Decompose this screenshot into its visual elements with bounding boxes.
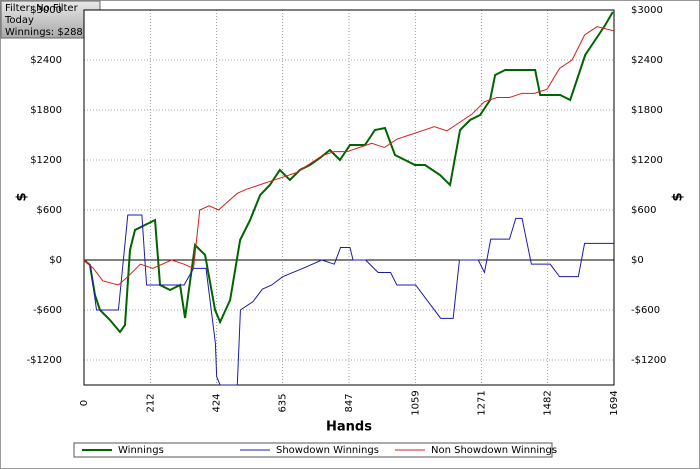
x-tick-label: 424	[212, 393, 223, 412]
legend-label: Showdown Winnings	[276, 445, 379, 456]
y-tick-label-right: $3000	[631, 5, 663, 16]
y-tick-label: $2400	[30, 55, 62, 66]
y-tick-label: $1800	[30, 105, 62, 116]
plot-border	[83, 9, 615, 386]
info-text: Filter: No Filter	[5, 3, 79, 14]
series-line	[83, 26, 615, 286]
x-tick-label: 0	[79, 400, 90, 406]
y-tick-label: -$600	[33, 305, 62, 316]
y-tick-label-right: $0	[631, 255, 644, 266]
x-tick-label: 847	[344, 393, 355, 412]
series-line	[83, 11, 614, 334]
y-tick-label-right: $2400	[631, 55, 663, 66]
x-tick-label: 1059	[410, 390, 421, 415]
x-tick-label: 1271	[477, 390, 488, 415]
y-axis-label: $	[15, 192, 30, 201]
y-tick-label-right: $600	[631, 205, 656, 216]
y-tick-label-right: $1200	[631, 155, 663, 166]
legend	[73, 442, 553, 458]
x-tick-label: 1694	[609, 390, 620, 415]
x-axis-label: Hands	[326, 420, 372, 435]
x-tick-label: 1482	[543, 390, 554, 415]
y-tick-label-right: -$1200	[631, 355, 666, 366]
y-tick-label: $0	[49, 255, 62, 266]
series-line	[83, 214, 614, 386]
y-axis-label-right: $	[671, 192, 686, 201]
y-tick-label: $3000	[30, 5, 62, 16]
y-tick-label: $600	[37, 205, 62, 216]
y-tick-label-right: $1800	[631, 105, 663, 116]
x-tick-label: 212	[145, 393, 156, 412]
y-tick-label: $1200	[30, 155, 62, 166]
info-text: Winnings: $2889.15	[5, 27, 105, 38]
y-tick-label: -$1200	[27, 355, 62, 366]
legend-label: Winnings	[118, 445, 164, 456]
legend-label: Non Showdown Winnings	[431, 445, 557, 456]
x-tick-label: 635	[278, 393, 289, 412]
y-tick-label-right: -$600	[631, 305, 660, 316]
info-text: Today	[4, 15, 34, 26]
